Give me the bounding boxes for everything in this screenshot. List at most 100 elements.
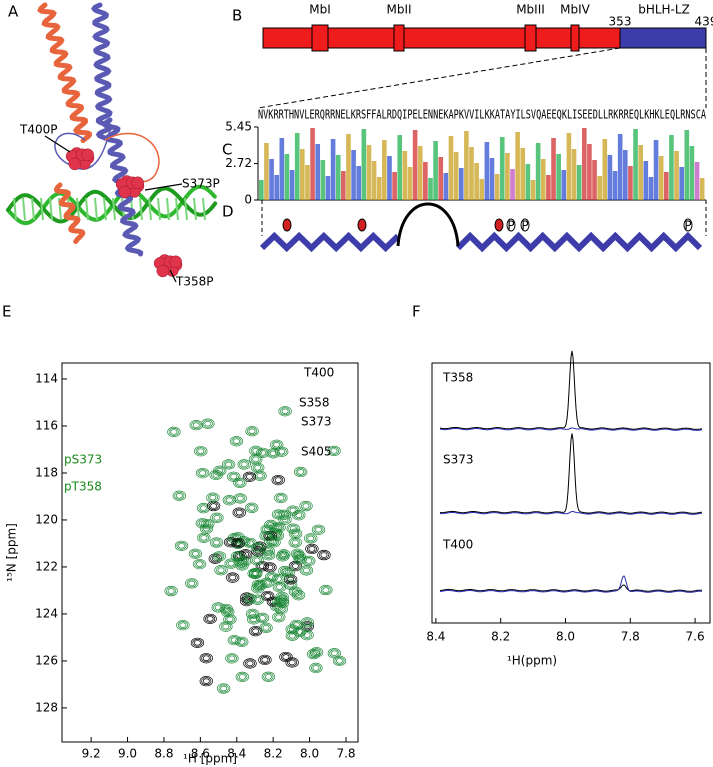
logo-stack xyxy=(612,171,618,200)
logo-stack xyxy=(402,151,408,200)
contour xyxy=(214,604,222,611)
contour xyxy=(226,572,240,583)
domain-label: MbIV xyxy=(560,3,591,17)
logo-stack xyxy=(428,178,433,200)
contour xyxy=(270,523,281,532)
contour xyxy=(213,515,221,521)
contour xyxy=(253,557,261,564)
contour xyxy=(228,472,239,481)
phospho-atom xyxy=(81,148,94,162)
contour xyxy=(275,614,283,620)
plot-frame xyxy=(431,362,711,624)
contour xyxy=(293,511,304,520)
logo-stack xyxy=(315,144,321,200)
dna-rung xyxy=(166,197,170,221)
contour xyxy=(246,595,254,602)
logo-stack xyxy=(535,143,541,200)
contour xyxy=(264,593,272,599)
contour xyxy=(235,494,246,503)
logo-stack xyxy=(289,170,295,200)
contour xyxy=(199,653,213,664)
contour xyxy=(230,551,245,562)
contour xyxy=(311,524,326,535)
logo-stack xyxy=(515,132,520,200)
tick-label: 120 xyxy=(35,512,58,526)
logo-stack xyxy=(407,167,413,200)
contour xyxy=(284,574,298,585)
contour xyxy=(296,556,304,563)
contour xyxy=(266,564,274,571)
trace xyxy=(439,575,703,593)
contour xyxy=(233,493,247,504)
tick-label: 126 xyxy=(35,653,58,667)
contour xyxy=(259,655,270,664)
tick-label: 5.45 xyxy=(225,120,252,134)
tick-label: 8.0 xyxy=(300,747,319,761)
logo-stack xyxy=(628,166,633,200)
tick-label: 124 xyxy=(35,606,58,620)
contour xyxy=(201,677,212,686)
contour xyxy=(237,556,251,567)
contour xyxy=(199,675,213,687)
contour xyxy=(308,546,316,552)
contour xyxy=(288,528,303,539)
contour xyxy=(297,469,305,475)
contour xyxy=(235,636,249,648)
contour xyxy=(310,663,321,672)
contour xyxy=(226,559,237,568)
contour xyxy=(305,558,313,564)
contour xyxy=(247,427,258,436)
contour xyxy=(330,650,338,657)
contour xyxy=(175,493,183,499)
peak-label: S405 xyxy=(301,445,332,459)
logo-stack xyxy=(397,135,403,200)
tick-label: 7.6 xyxy=(686,630,705,644)
contour xyxy=(279,553,287,560)
dna-rung xyxy=(184,197,188,221)
contour xyxy=(279,515,291,524)
tick-label: 128 xyxy=(35,700,58,714)
contour xyxy=(236,495,244,502)
helix xyxy=(37,2,92,144)
contour xyxy=(231,437,242,446)
contour xyxy=(191,421,202,430)
contour xyxy=(251,583,265,594)
logo-stack xyxy=(592,160,597,200)
contour xyxy=(261,657,269,663)
contour xyxy=(299,565,314,576)
panel-letter: A xyxy=(8,3,19,21)
contour xyxy=(283,579,298,590)
contour xyxy=(300,629,314,641)
logo-stack xyxy=(310,128,315,200)
logo-stack xyxy=(546,175,551,200)
plot-frame xyxy=(61,362,359,743)
trace xyxy=(439,433,703,514)
contour xyxy=(294,627,305,636)
contour xyxy=(273,476,284,485)
contour xyxy=(244,594,255,603)
contour xyxy=(264,563,275,572)
contour xyxy=(221,459,236,470)
tick-label: 8.6 xyxy=(191,747,210,761)
logo-stack xyxy=(438,157,444,200)
dna-rung xyxy=(112,197,116,221)
contour xyxy=(281,408,289,414)
contour xyxy=(186,579,197,588)
dna-rung xyxy=(40,197,44,221)
tick-label: 9.2 xyxy=(82,747,101,761)
contour xyxy=(274,477,282,483)
contour xyxy=(234,553,241,560)
dna-rung xyxy=(157,197,161,221)
logo-stack xyxy=(551,138,556,200)
contour xyxy=(291,590,306,601)
contour xyxy=(201,654,212,663)
contour xyxy=(213,603,224,612)
contour xyxy=(336,658,343,664)
contour xyxy=(300,502,312,511)
contour xyxy=(248,505,256,511)
logo-stack xyxy=(433,141,438,200)
contour xyxy=(200,505,207,511)
logo-stack xyxy=(294,133,300,200)
contour xyxy=(267,537,281,548)
phospho-atom xyxy=(68,157,82,171)
